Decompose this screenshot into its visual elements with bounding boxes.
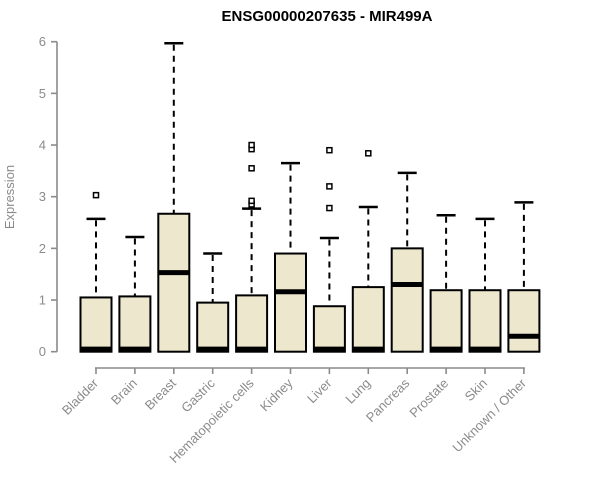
x-tick-label: Pancreas [363,375,413,425]
x-tick-label: Lung [342,376,373,407]
box-rect [351,286,385,353]
box-group-hematopoietic-cells [235,141,269,353]
box-group-kidney [274,161,307,353]
box-group-breast [157,42,191,353]
x-tick-label: Prostate [406,376,451,421]
box-rect [274,252,307,353]
box-group-unknown-other [507,201,541,353]
x-tick-label: Skin [462,376,490,404]
box-group-prostate [429,214,463,353]
chart-title: ENSG00000207635 - MIR499A [222,8,433,25]
outlier-marker [248,165,255,172]
box-rect [429,289,463,353]
y-tick-label: 5 [39,86,46,101]
box-rect [468,289,502,353]
box-group-bladder [79,191,113,353]
box-rect [235,294,269,353]
outlier-marker [326,204,333,212]
x-tick-label: Bladder [59,375,102,418]
outlier-marker [326,183,333,190]
outlier-marker [365,150,372,157]
x-tick-label: Brain [108,376,140,408]
y-tick-label: 2 [39,241,46,256]
x-tick-label: Liver [304,375,335,406]
outlier-marker [326,146,333,154]
y-tick-label: 3 [39,189,46,204]
x-tick-label: Breast [142,375,179,412]
y-tick-label: 6 [39,34,46,49]
box-group-skin [468,217,502,353]
box-rect [196,301,230,353]
box-rect [118,295,152,353]
x-tick-label: Kidney [257,375,296,414]
y-tick-label: 4 [39,138,46,153]
box-group-lung [351,150,385,353]
box-group-pancreas [390,171,424,353]
box-group-gastric [196,252,230,353]
box-rect [507,289,541,353]
box-rect [312,305,346,353]
y-tick-label: 0 [39,344,46,359]
y-tick-label: 1 [39,293,46,308]
y-axis: 0 1 2 3 4 5 6 [39,34,58,359]
box-rect [157,212,191,353]
box-group-liver [312,146,346,353]
outlier-marker [92,191,100,199]
box-series [79,42,541,353]
outlier-marker [248,197,255,205]
x-tick-label: Unknown / Other [449,375,529,455]
box-rect [79,296,113,353]
y-axis-title: Expression [2,165,17,229]
box-rect [390,247,424,353]
outlier-marker [248,141,255,149]
box-group-brain [118,235,152,353]
